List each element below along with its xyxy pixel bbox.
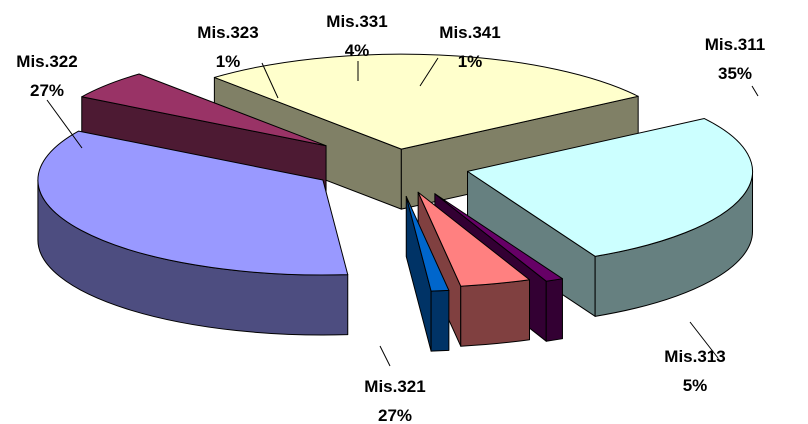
slice-mis-311[interactable] — [37, 130, 349, 276]
slice-percent-label-mis-323: 1% — [216, 52, 241, 71]
slice-name-label-mis-331: Mis.331 — [326, 12, 387, 31]
pie-labels: Mis.311 35% Mis.313 5% Mis.321 27% Mis.322 27% M… — [16, 12, 765, 424]
slice-mis-322[interactable] — [467, 118, 754, 257]
pie-sides — [37, 53, 754, 352]
slice-mis-341[interactable] — [405, 195, 450, 292]
slice-name-label-mis-311: Mis.311 — [705, 35, 766, 54]
slice-mis-331[interactable] — [417, 191, 531, 287]
slice-wall-mis-341 — [430, 289, 450, 352]
slice-percent-label-mis-321: 27% — [378, 406, 412, 424]
pie-leader-lines — [46, 57, 759, 367]
slice-wall-mis-331 — [460, 279, 531, 347]
slice-percent-label-mis-341: 1% — [458, 52, 483, 71]
slice-name-label-mis-321: Mis.321 — [364, 377, 425, 396]
slice-name-label-mis-323: Mis.323 — [197, 23, 258, 42]
leader-line-mis-313 — [689, 321, 719, 359]
slice-percent-label-mis-311: 35% — [718, 64, 752, 83]
slice-name-label-mis-322: Mis.322 — [16, 52, 77, 71]
slice-wall-mis-323 — [545, 278, 563, 342]
leader-line-mis-322 — [46, 99, 83, 149]
slice-percent-label-mis-322: 27% — [30, 81, 64, 100]
slice-name-label-mis-341: Mis.341 — [439, 23, 500, 42]
slice-mis-321[interactable] — [213, 53, 639, 150]
slice-name-label-mis-313: Mis.313 — [664, 347, 725, 366]
slice-percent-label-mis-313: 5% — [683, 376, 708, 395]
leader-line-mis-341 — [419, 57, 439, 87]
leader-line-mis-321 — [379, 345, 391, 367]
slice-mis-313[interactable] — [81, 73, 327, 147]
slice-mis-323[interactable] — [434, 193, 563, 282]
slice-percent-label-mis-331: 4% — [345, 41, 370, 60]
leader-line-mis-311 — [751, 85, 759, 97]
leader-line-mis-323 — [261, 62, 279, 99]
